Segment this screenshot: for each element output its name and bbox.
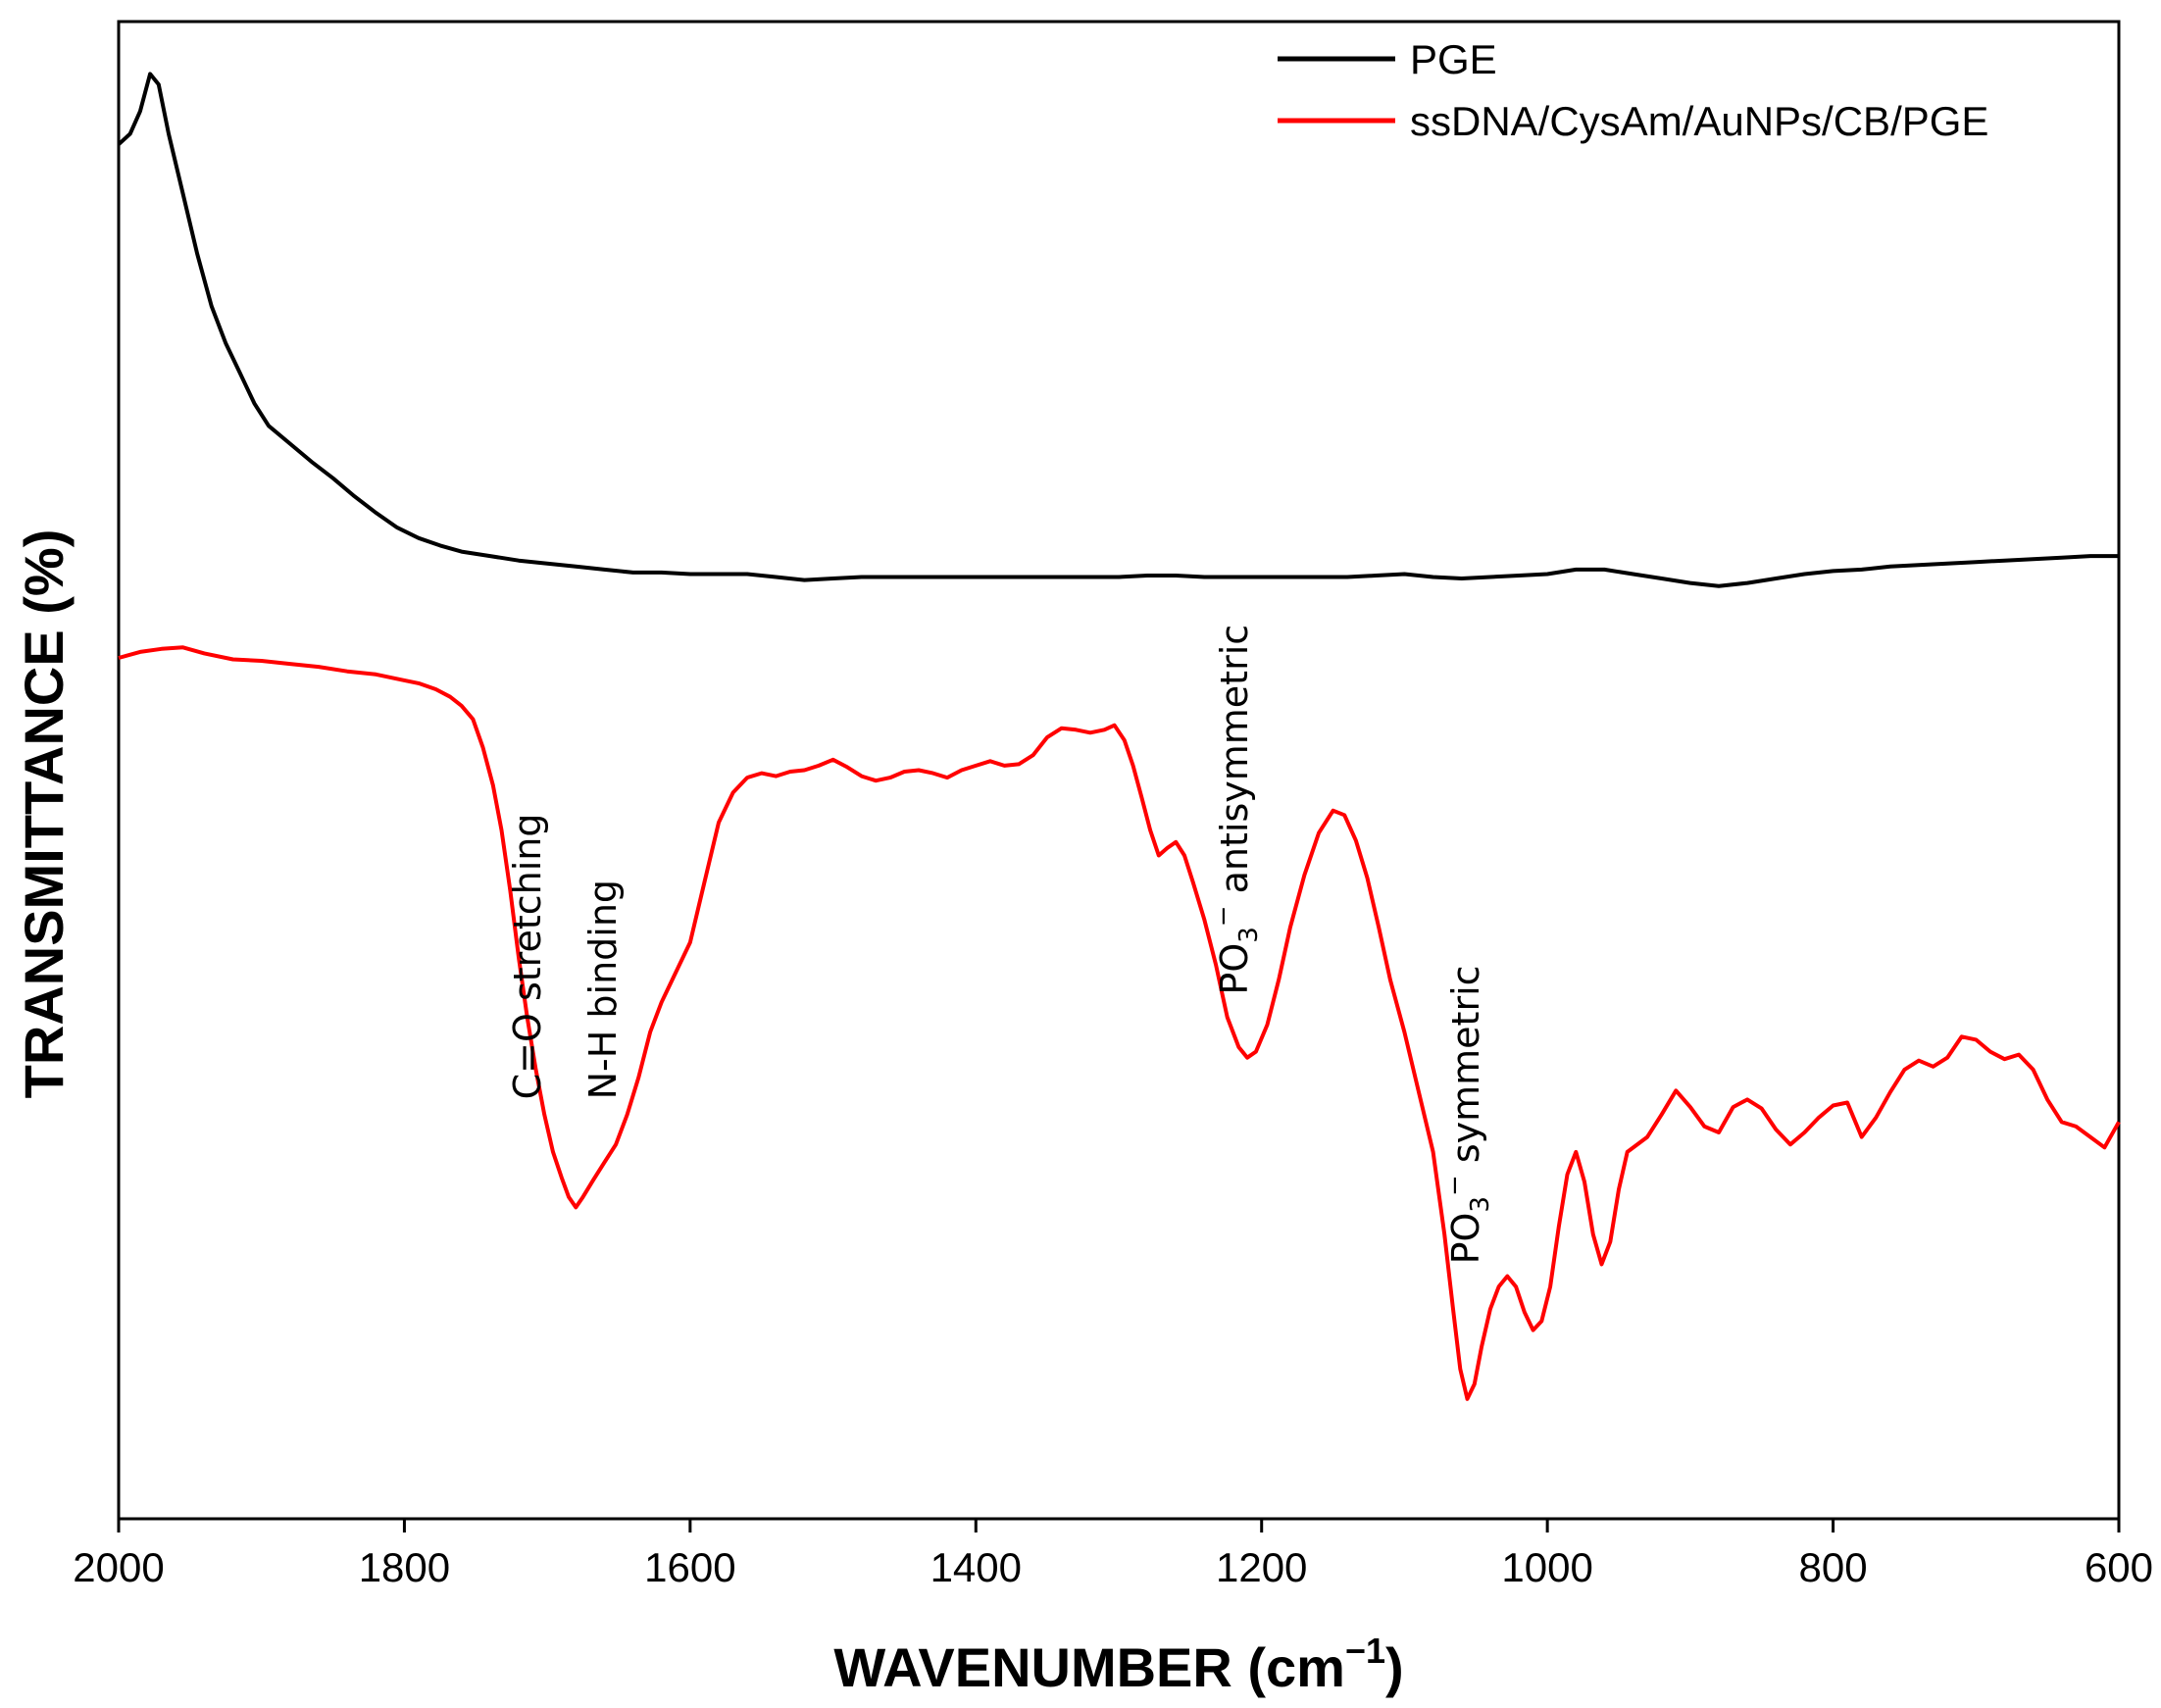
x-tick-label: 1000 [1501, 1544, 1592, 1590]
annotation-label: N-H binding [581, 879, 625, 1099]
x-axis-ticks: 2000 1800 1600 1400 1200 1000 800 600 [73, 1519, 2153, 1590]
annotation-label: C=O stretching [506, 814, 549, 1100]
annotation-label: PO3− antisymmetric [1209, 625, 1264, 995]
annotation-label: PO3− symmetric [1440, 965, 1495, 1264]
x-tick-label: 1200 [1216, 1544, 1307, 1590]
x-tick-label: 1600 [644, 1544, 735, 1590]
x-tick-label: 1800 [359, 1544, 450, 1590]
series-line-pge [117, 72, 2119, 588]
annotation-layer: C=O stretching N-H binding PO3− antisymmet… [506, 625, 1495, 1265]
x-axis-title-sup: −1 [1345, 1631, 1385, 1671]
series-line-ssdna [118, 645, 2121, 1401]
y-axis-title: TRANSMITTANCE (%) [13, 529, 75, 1099]
x-axis-title-main: WAVENUMBER (cm [833, 1636, 1345, 1698]
x-tick-label: 2000 [73, 1544, 164, 1590]
plot-frame [117, 20, 2121, 1521]
x-tick-label: 1400 [930, 1544, 1022, 1590]
x-axis-title: WAVENUMBER (cm−1) [833, 1631, 1403, 1698]
series-layer [117, 72, 2121, 1401]
x-tick-label: 600 [2085, 1544, 2153, 1590]
legend: PGE ssDNA/CysAm/AuNPs/CB/PGE [1278, 36, 1988, 144]
legend-label-ssdna: ssDNA/CysAm/AuNPs/CB/PGE [1410, 98, 1988, 144]
x-tick-label: 800 [1799, 1544, 1868, 1590]
legend-label-pge: PGE [1410, 36, 1497, 82]
x-axis-title-close: ) [1385, 1636, 1404, 1698]
